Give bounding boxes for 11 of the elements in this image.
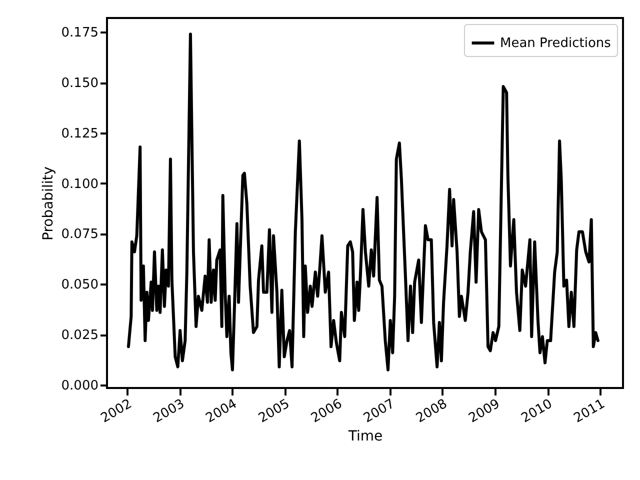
y-tick-label: 0.100 — [61, 176, 98, 192]
y-axis-title: Probability — [40, 166, 56, 241]
y-tick-label: 0.025 — [61, 328, 98, 344]
y-tick-label: 0.050 — [61, 278, 98, 293]
y-tick-label: 0.125 — [61, 126, 98, 142]
y-tick-label: 0.000 — [61, 378, 98, 394]
y-tick-label: 0.150 — [61, 76, 98, 92]
y-tick-label: 0.075 — [61, 227, 98, 242]
x-axis-title: Time — [347, 428, 383, 444]
y-tick-label: 0.175 — [61, 26, 98, 41]
legend-label: Mean Predictions — [500, 36, 612, 51]
